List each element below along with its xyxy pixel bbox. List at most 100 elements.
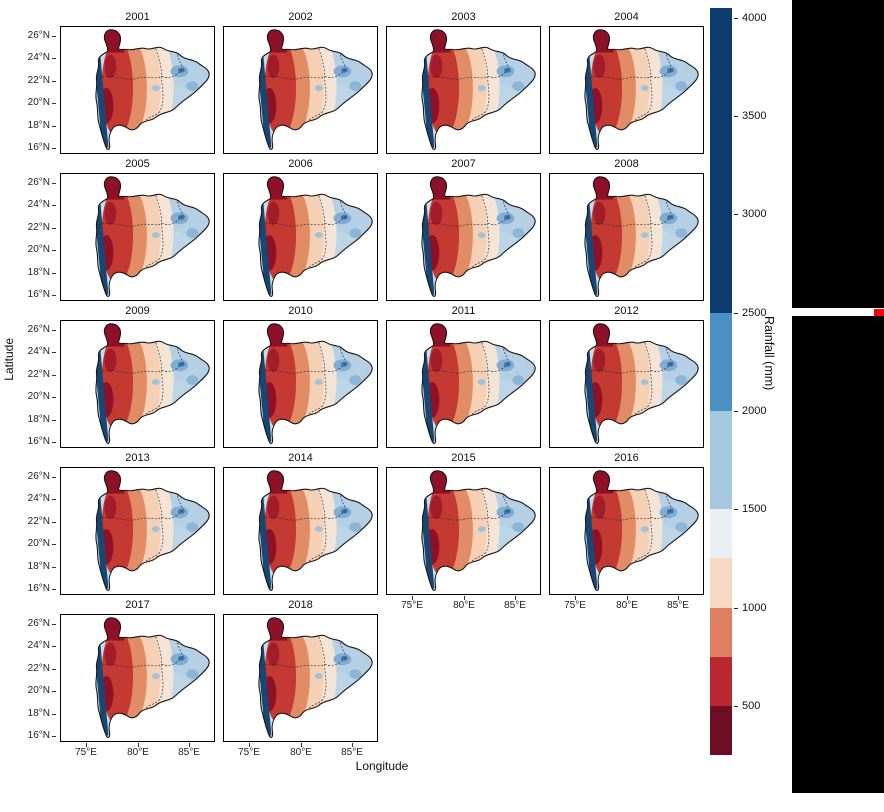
y-axis bbox=[185, 26, 221, 154]
x-axis: 75°E 80°E 85°E bbox=[223, 743, 378, 761]
x-tick-mark bbox=[249, 743, 250, 747]
y-tick-mark bbox=[52, 375, 56, 376]
y-tick-mark bbox=[52, 567, 56, 568]
y-tick-mark bbox=[52, 624, 56, 625]
facet: 2005 26°N 24°N 22°N 20°N 18°N 16°N bbox=[28, 157, 215, 323]
facet: 2007 bbox=[386, 157, 541, 323]
x-tick-label: 75°E bbox=[401, 600, 423, 611]
facet: 2009 26°N 24°N 22°N 20°N 18°N 16°N bbox=[28, 304, 215, 470]
colorbar-ticks: 4000 3500 3000 2500 2000 1500 1000 500 bbox=[708, 0, 793, 812]
x-axis: 75°E 80°E 85°E bbox=[549, 596, 704, 614]
y-tick-mark bbox=[52, 397, 56, 398]
colorbar-area: 4000 3500 3000 2500 2000 1500 1000 500 Rainfall… bbox=[708, 0, 793, 812]
map-panel bbox=[386, 320, 541, 448]
colorbar-tick-label: 500 bbox=[742, 699, 761, 712]
y-tick-label: 16°N bbox=[27, 289, 50, 300]
y-tick-mark bbox=[52, 148, 56, 149]
y-tick-label: 20°N bbox=[27, 685, 50, 696]
map-panel bbox=[549, 26, 704, 154]
map-panel bbox=[60, 173, 215, 301]
x-tick-mark bbox=[352, 743, 353, 747]
facet-title: 2002 bbox=[288, 11, 313, 23]
y-tick-label: 22°N bbox=[27, 222, 50, 233]
y-tick-label: 20°N bbox=[27, 244, 50, 255]
facet-title: 2009 bbox=[125, 305, 150, 317]
y-tick-label: 26°N bbox=[27, 177, 50, 188]
y-tick-mark bbox=[52, 228, 56, 229]
y-tick-label: 22°N bbox=[27, 369, 50, 380]
map-panel bbox=[223, 320, 378, 448]
map-panel bbox=[223, 614, 378, 742]
colorbar-title: Rainfall (mm) bbox=[762, 316, 776, 391]
x-tick-mark bbox=[86, 743, 87, 747]
y-axis: 26°N 24°N 22°N 20°N 18°N 16°N bbox=[22, 173, 58, 301]
rainfall-map bbox=[550, 321, 703, 447]
y-tick-label: 16°N bbox=[27, 583, 50, 594]
colorbar-tick-mark bbox=[734, 116, 738, 118]
y-tick-mark bbox=[52, 250, 56, 251]
y-tick-mark bbox=[52, 420, 56, 421]
facet-title: 2016 bbox=[614, 452, 639, 464]
x-tick-label: 85°E bbox=[178, 747, 200, 758]
colorbar-tick-mark bbox=[734, 410, 738, 412]
map-panel bbox=[223, 26, 378, 154]
y-tick-mark bbox=[52, 183, 56, 184]
map-panel bbox=[60, 467, 215, 595]
facet: 2010 bbox=[223, 304, 378, 470]
y-tick-mark bbox=[52, 691, 56, 692]
x-tick-label: 85°E bbox=[667, 600, 689, 611]
screenshot-artifact-black-panel-top bbox=[792, 0, 884, 308]
y-tick-mark bbox=[52, 205, 56, 206]
y-tick-label: 16°N bbox=[27, 436, 50, 447]
facet-title: 2017 bbox=[125, 599, 150, 611]
y-tick-mark bbox=[52, 103, 56, 104]
colorbar-tick-label: 2000 bbox=[742, 404, 767, 417]
map-panel bbox=[549, 173, 704, 301]
rainfall-map bbox=[550, 468, 703, 594]
y-tick-label: 18°N bbox=[27, 708, 50, 719]
facet-title: 2008 bbox=[614, 158, 639, 170]
facet: 2012 bbox=[549, 304, 704, 470]
y-axis bbox=[348, 26, 384, 154]
y-tick-mark bbox=[52, 499, 56, 500]
y-axis: 26°N 24°N 22°N 20°N 18°N 16°N bbox=[22, 614, 58, 742]
y-tick-mark bbox=[52, 126, 56, 127]
y-axis bbox=[348, 173, 384, 301]
colorbar-band bbox=[710, 558, 732, 608]
y-tick-label: 26°N bbox=[27, 471, 50, 482]
x-tick-label: 80°E bbox=[290, 747, 312, 758]
y-axis: 26°N 24°N 22°N 20°N 18°N 16°N bbox=[22, 467, 58, 595]
colorbar-tick-mark bbox=[734, 214, 738, 216]
x-tick-mark bbox=[301, 743, 302, 747]
y-tick-mark bbox=[52, 442, 56, 443]
y-axis bbox=[185, 467, 221, 595]
x-axis-title: Longitude bbox=[355, 759, 409, 773]
colorbar-band bbox=[710, 312, 732, 411]
y-tick-mark bbox=[52, 352, 56, 353]
x-tick-mark bbox=[515, 596, 516, 600]
colorbar bbox=[710, 0, 732, 812]
y-axis: 26°N 24°N 22°N 20°N 18°N 16°N bbox=[22, 320, 58, 448]
y-tick-label: 18°N bbox=[27, 267, 50, 278]
y-tick-label: 24°N bbox=[27, 640, 50, 651]
y-tick-label: 26°N bbox=[27, 30, 50, 41]
y-axis-title: Latitude bbox=[2, 338, 16, 381]
rainfall-map bbox=[224, 615, 377, 741]
y-tick-mark bbox=[52, 330, 56, 331]
x-tick-mark bbox=[412, 596, 413, 600]
facet-title: 2014 bbox=[288, 452, 313, 464]
map-panel bbox=[60, 614, 215, 742]
screenshot-artifact-red-marker bbox=[874, 309, 884, 316]
colorbar-tick-label: 4000 bbox=[742, 11, 767, 24]
y-axis bbox=[511, 173, 547, 301]
colorbar-band bbox=[710, 509, 732, 559]
facet-title: 2007 bbox=[451, 158, 476, 170]
y-axis bbox=[185, 173, 221, 301]
map-panel bbox=[386, 467, 541, 595]
facet: 2008 bbox=[549, 157, 704, 323]
y-tick-label: 24°N bbox=[27, 493, 50, 504]
facet-title: 2018 bbox=[288, 599, 313, 611]
y-tick-label: 26°N bbox=[27, 324, 50, 335]
y-axis bbox=[185, 614, 221, 742]
y-axis bbox=[185, 320, 221, 448]
